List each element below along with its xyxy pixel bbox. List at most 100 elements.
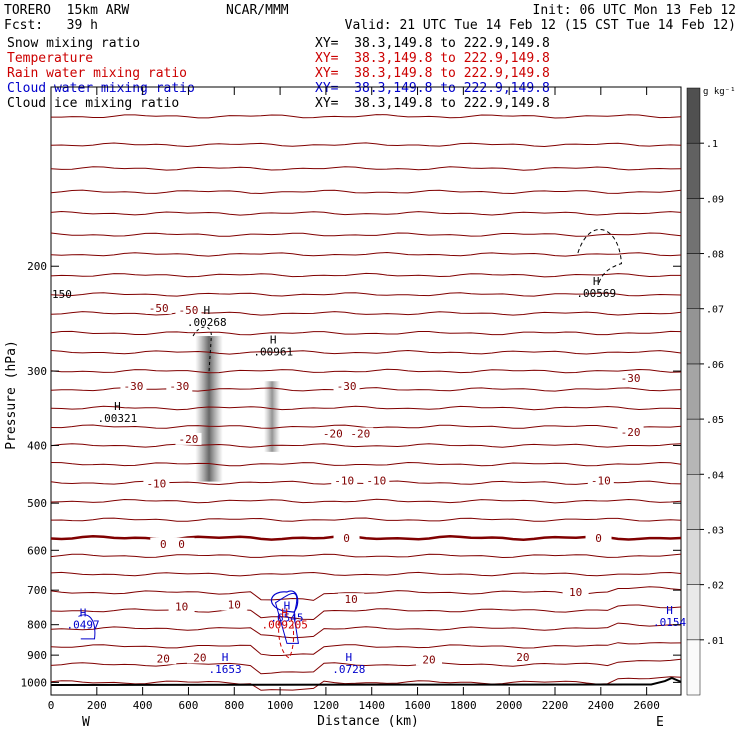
- high-marker: H: [666, 604, 673, 617]
- high-marker: H: [114, 400, 121, 413]
- colorbar-swatch: [686, 253, 701, 309]
- colorbar-tick-label: .09: [706, 194, 724, 205]
- temperature-contour: [50, 387, 682, 392]
- temperature-label: 0: [343, 532, 350, 545]
- temperature-label: 20: [157, 652, 170, 665]
- high-value-label: .00961: [253, 345, 293, 358]
- temperature-contour: [50, 166, 682, 171]
- temperature-label-bg: [562, 585, 589, 598]
- temperature-contour: [50, 349, 682, 355]
- legend-entry-label: Cloud ice mixing ratio: [7, 96, 180, 111]
- temperature-label: -30: [337, 380, 357, 393]
- temperature-label-bg: [175, 432, 202, 445]
- high-value-label: .6545: [270, 611, 303, 624]
- temperature-label-bg: [617, 371, 644, 384]
- high-marker: H: [593, 275, 600, 288]
- temperature-contour: [50, 553, 682, 559]
- high-value-label: .0497: [67, 619, 100, 632]
- temperature-contour: [50, 292, 682, 297]
- legend-entry-label: Rain water mixing ratio: [7, 66, 188, 81]
- high-value-label: .009205: [261, 619, 307, 632]
- colorbar-swatch: [686, 639, 701, 696]
- temperature-contour: [50, 571, 682, 577]
- temperature-label-bg: [319, 427, 346, 440]
- temperature-label-bg: [363, 474, 390, 487]
- high-value-label: .0728: [332, 663, 365, 676]
- temperature-label: 0: [595, 532, 602, 545]
- temperature-contour: [50, 210, 682, 216]
- high-value-label: .00321: [98, 412, 138, 425]
- colorbar-swatch: [686, 474, 701, 530]
- terrain-line: [50, 676, 682, 686]
- high-value-label: .0154: [653, 616, 686, 629]
- temperature-contour: [50, 642, 682, 656]
- colorbar-tick-label: .02: [706, 581, 724, 592]
- y-tick-label: 1000: [21, 676, 48, 689]
- x-tick-label: 1200: [313, 699, 340, 712]
- temperature-label: -20: [621, 426, 641, 439]
- x-tick-label: 1600: [404, 699, 431, 712]
- temperature-label-bg: [331, 474, 358, 487]
- legend-entry-xy: XY= 38.3,149.8 to 222.9,149.8: [315, 66, 550, 81]
- y-tick-label: 300: [27, 365, 47, 378]
- temperature-label: -10: [366, 474, 386, 487]
- y-tick-label: 400: [27, 439, 47, 452]
- temperature-contour: [50, 517, 682, 522]
- temperature-contour: [50, 658, 682, 675]
- colorbar-tick-label: .04: [706, 470, 724, 481]
- temperature-label: -50: [149, 302, 169, 315]
- temperature-label-bg: [347, 427, 374, 440]
- high-value-label: .1653: [209, 663, 242, 676]
- temperature-contour: [50, 189, 682, 195]
- init-label: Init: 06 UTC Mon 13 Feb 12: [532, 3, 737, 18]
- colorbar-swatch: [686, 87, 701, 144]
- colorbar-swatch: [686, 529, 701, 585]
- y-tick-label: 600: [27, 544, 47, 557]
- legend-entry-xy: XY= 38.3,149.8 to 222.9,149.8: [315, 51, 550, 66]
- x-end-east: E: [656, 715, 664, 730]
- high-value-label: .00569: [576, 287, 616, 300]
- temperature-contour: [50, 443, 682, 448]
- temperature-label: 10: [569, 586, 582, 599]
- x-tick-label: 1800: [450, 699, 477, 712]
- cloud-water-contour: [270, 590, 299, 613]
- temperature-label: -10: [146, 477, 166, 490]
- temperature-label: -30: [169, 380, 189, 393]
- colorbar-tick-label: .08: [706, 250, 724, 261]
- temperature-contour: [50, 604, 682, 621]
- rain-water-contour: [278, 614, 295, 659]
- temperature-label-bg: [221, 598, 248, 611]
- colorbar-swatch: [686, 363, 701, 420]
- temperature-label: -30: [621, 372, 641, 385]
- temperature-label-bg: [168, 537, 195, 550]
- temperature-label-bg: [120, 380, 147, 393]
- colorbar-tick-label: .1: [706, 139, 718, 150]
- high-marker: H: [270, 333, 277, 346]
- colorbar-tick-label: .07: [706, 305, 724, 316]
- temperature-contour: [50, 272, 681, 278]
- temperature-label: 0: [160, 538, 167, 551]
- colorbar-tick-label: .06: [706, 360, 724, 371]
- legend-entry-xy: XY= 38.3,149.8 to 222.9,149.8: [315, 96, 550, 111]
- temperature-label-bg: [587, 474, 614, 487]
- colorbar-units: g kg⁻¹: [703, 87, 736, 97]
- high-marker: H: [284, 599, 291, 612]
- temperature-contour: [51, 114, 682, 119]
- x-tick-label: 400: [133, 699, 153, 712]
- temperature-label-bg: [168, 600, 195, 613]
- colorbar-swatch: [686, 198, 701, 254]
- temperature-label: -10: [591, 474, 611, 487]
- x-tick-label: 2600: [633, 699, 660, 712]
- temperature-label: -20: [179, 433, 199, 446]
- y-axis-title: Pressure (hPa): [4, 340, 19, 450]
- x-tick-label: 2000: [496, 699, 523, 712]
- cloud-water-contour: [274, 593, 300, 644]
- temperature-label-bg: [585, 531, 612, 544]
- x-tick-label: 800: [224, 699, 244, 712]
- temperature-label: -10: [334, 474, 354, 487]
- high-marker: H: [222, 651, 229, 664]
- high-value-label: .00268: [187, 316, 227, 329]
- high-marker: H: [80, 607, 87, 620]
- temperature-contour: [50, 676, 682, 691]
